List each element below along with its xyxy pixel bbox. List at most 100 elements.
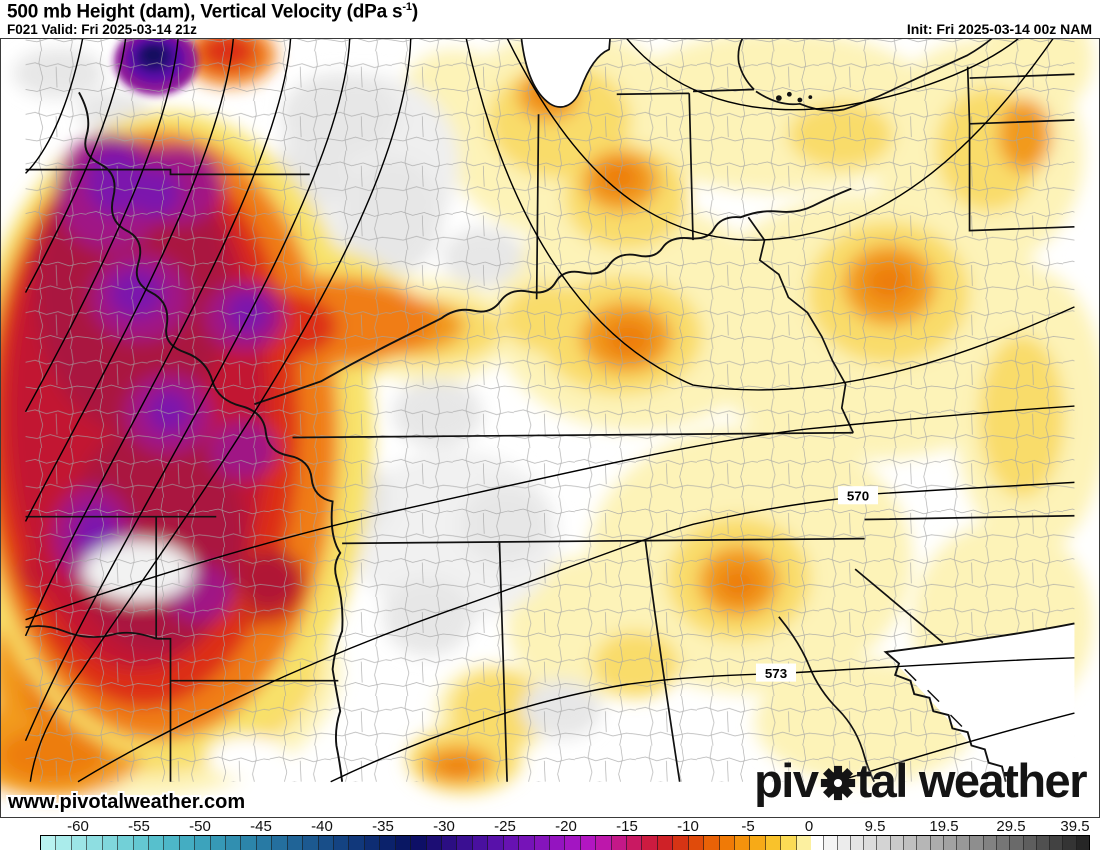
colorbar-cell [1063,836,1077,850]
colorbar-cell [917,836,931,850]
colorbar-cell [334,836,350,850]
colorbar-cell [750,836,766,850]
colorbar-cell [503,836,520,850]
valid-time-label: F021 Valid: Fri 2025-03-14 21z [7,22,197,37]
mississippi-river [78,91,344,782]
colorbar-cell [395,836,412,850]
colorbar-cell [719,836,735,850]
watermark: www.pivotalweather.com [8,791,246,813]
colorbar-cell [441,836,458,850]
colorbar-tick: -50 [189,818,211,835]
colorbar-cell [930,836,944,850]
colorbar-cell [102,836,119,850]
colorbar-cell [457,836,473,850]
colorbar-cell [164,836,180,850]
colorbar-cell [534,836,550,850]
colorbar-tick: 39.5 [1060,818,1090,835]
colorbar-cell [688,836,705,850]
colorbar-cell [596,836,612,850]
logo-text-tal: tal [856,754,909,807]
colorbar-cell [796,836,812,850]
colorbar-cell [983,836,997,850]
colorbar-tick: -5 [741,818,755,835]
colorbar-cell [824,836,838,850]
colorbar-cell [957,836,971,850]
colorbar-cell [903,836,918,850]
colorbar-cell [877,836,891,850]
colorbar-cell [133,836,149,850]
colorbar-tick: -25 [494,818,516,835]
height-contours [24,38,1075,783]
colorbar-tick: 19.5 [929,818,959,835]
contour-label-573: 573 [765,666,787,681]
logo-text-weather: weather [918,754,1088,807]
colorbar-tick: 0 [804,818,814,835]
colorbar-cell [1023,836,1037,850]
colorbar-cell [996,836,1011,850]
colorbar-cell [287,836,304,850]
colorbar-positive-section [811,836,1089,850]
colorbar-cell [318,836,335,850]
colorbar-cell [364,836,381,850]
init-time-label: Init: Fri 2025-03-14 00z NAM [906,21,1092,37]
colorbar-cell [41,836,57,850]
colorbar-cell [704,836,720,850]
colorbar-cell [565,836,581,850]
colorbar-cell [943,836,958,850]
colorbar-cell [519,836,535,850]
colorbar-cell [472,836,489,850]
colorbar-cell [56,836,72,850]
colorbar-cell [303,836,319,850]
state-borders [25,66,1075,783]
colorbar-cell [1036,836,1051,850]
colorbar-ticks: -60 -55 -50 -45 -40 -35 -30 -25 -20 -15 -10 -5 0 9.5 1… [0,818,1100,835]
forecast-map: 570 573 www.pivotalweather.com piv tal [0,38,1100,818]
colorbar-tick: -60 [67,818,89,835]
colorbar-cell [179,836,196,850]
colorbar-cell [272,836,288,850]
colorbar-cell [781,836,797,850]
colorbar-cell [256,836,273,850]
lake-michigan [520,38,611,108]
colorbar-cell [611,836,628,850]
colorbar-tick: -30 [433,818,455,835]
map-canvas: 570 573 [0,38,1100,798]
colorbar-cell [627,836,643,850]
colorbar-cell [148,836,165,850]
colorbar-cell [426,836,442,850]
colorbar-cell [1076,836,1089,850]
colorbar-cell [411,836,427,850]
colorbar-cell [241,836,257,850]
colorbar-tick: -10 [677,818,699,835]
colorbar-cell [226,836,242,850]
colorbar: -60 -55 -50 -45 -40 -35 -30 -25 -20 -15 -10 -5 0 9.5 1… [0,818,1100,850]
colorbar-cell [642,836,658,850]
contour-label-573-bg [755,663,797,682]
colorbar-cell [87,836,103,850]
colorbar-cell [890,836,904,850]
colorbar-tick: -35 [372,818,394,835]
colorbar-cell [734,836,751,850]
colorbar-negative-section [41,836,812,850]
contour-label-570: 570 [847,488,869,503]
colorbar-cell [380,836,396,850]
colorbar-cell [349,836,365,850]
colorbar-cell [765,836,782,850]
colorbar-cell [549,836,566,850]
colorbar-cell [673,836,689,850]
colorbar-tick: -55 [128,818,150,835]
lakes [520,38,993,112]
colorbar-cell [970,836,984,850]
lake-erie [737,38,993,112]
colorbar-cell [71,836,88,850]
colorbar-tick: 9.5 [864,818,886,835]
coastline [883,622,1075,782]
colorbar-cell [118,836,134,850]
pivotalweather-logo: piv tal weather [754,753,1088,808]
logo-text-piv: piv [754,754,819,807]
contour-labels: 570 573 [755,486,879,682]
rivers [78,91,852,782]
colorbar-cell [580,836,597,850]
colorbar-tick: -40 [311,818,333,835]
